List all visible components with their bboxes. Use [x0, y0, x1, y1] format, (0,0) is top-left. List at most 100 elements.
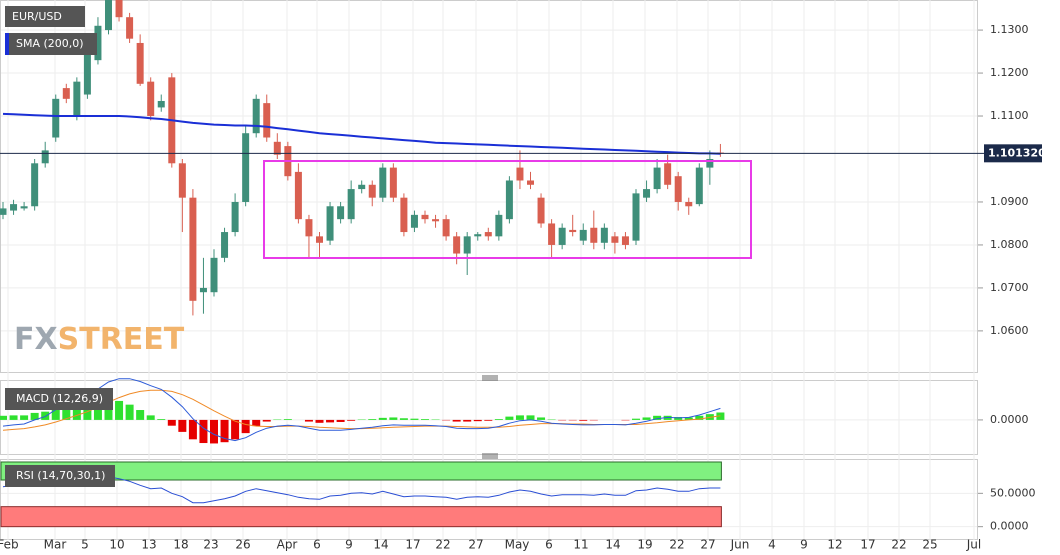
macd-histogram-bar — [178, 419, 187, 432]
legend-box[interactable] — [5, 33, 97, 55]
candle-body — [537, 197, 545, 224]
candle-body — [442, 219, 450, 237]
overbought-band — [0, 461, 722, 481]
x-tick-label: 27 — [468, 538, 483, 552]
macd-histogram-bar — [653, 415, 662, 420]
x-tick-label: Mar — [44, 538, 67, 552]
candle-body — [632, 193, 640, 241]
candle-body — [590, 227, 598, 243]
macd-histogram-bar — [421, 419, 429, 420]
candle-body — [569, 229, 577, 233]
x-tick-label: 17 — [405, 538, 420, 552]
y-tick-label: 50.0000 — [990, 486, 1036, 499]
candle-body — [558, 227, 566, 245]
macd-histogram-bar — [642, 417, 651, 420]
y-tick-label: 1.0700 — [990, 281, 1029, 294]
candle-body — [421, 214, 429, 220]
x-tick-label: 14 — [373, 538, 388, 552]
candle-body — [706, 158, 714, 168]
macd-histogram-bar — [399, 418, 408, 420]
legend-swatch — [5, 33, 9, 55]
y-tick-label: 1.0600 — [990, 324, 1029, 337]
candle-body — [10, 204, 18, 211]
candle-body — [316, 236, 323, 243]
candle-body — [178, 163, 186, 198]
candle-body — [674, 176, 682, 202]
x-tick-label: 17 — [860, 538, 875, 552]
macd-histogram-bar — [494, 419, 503, 420]
candle-body — [231, 201, 239, 233]
x-tick-label: 5 — [81, 538, 89, 552]
candles — [0, 0, 724, 316]
legend-box[interactable] — [5, 388, 113, 410]
legend-entry: SMA (200,0) — [16, 37, 84, 50]
x-tick-label: 12 — [827, 538, 842, 552]
macd-histogram-bar — [136, 410, 145, 420]
macd-histogram-bar — [188, 419, 197, 440]
candle-body — [337, 206, 345, 220]
x-tick-label: May — [505, 538, 530, 552]
candle-body — [94, 25, 102, 61]
macd-histogram-bar — [262, 419, 271, 422]
macd-histogram-bar — [30, 412, 39, 420]
candle-body — [653, 167, 661, 190]
x-tick-label: 13 — [141, 538, 156, 552]
y-tick-label: 1.1200 — [990, 66, 1029, 79]
macd-histogram-bar — [684, 417, 693, 420]
x-tick-label: 6 — [313, 538, 321, 552]
macd-histogram-bar — [304, 419, 313, 422]
x-tick-label: 10 — [109, 538, 124, 552]
x-tick-label: 27 — [700, 538, 715, 552]
macd-histogram-bar — [326, 419, 335, 423]
candle-body — [368, 184, 376, 198]
macd-histogram-bar — [473, 419, 482, 422]
candle-body — [453, 236, 461, 254]
x-tick-label: 19 — [637, 538, 652, 552]
candle-body — [527, 180, 534, 185]
watermark-part: STREET — [58, 322, 185, 357]
macd-histogram-bar — [463, 419, 472, 422]
macd-histogram-bar — [41, 411, 50, 420]
macd-histogram-bar — [252, 419, 261, 427]
x-tick-label: Jul — [966, 538, 981, 552]
x-tick-label: 22 — [891, 538, 906, 552]
macd-histogram-bar — [336, 419, 345, 422]
x-tick-label: 14 — [605, 538, 620, 552]
panel-handle[interactable] — [482, 453, 498, 459]
macd-histogram-bar — [241, 419, 250, 434]
candle-body — [474, 234, 482, 237]
candle-body — [221, 232, 229, 258]
candle-body — [263, 103, 271, 138]
legend-box[interactable] — [5, 6, 85, 27]
candle-body — [358, 184, 366, 190]
x-tick-label: Feb — [0, 538, 19, 552]
candle-body — [189, 197, 197, 301]
macd-histogram-bar — [62, 406, 71, 420]
macd-histogram-bar — [9, 415, 18, 420]
candle-body — [379, 167, 387, 198]
macd-histogram-bar — [51, 407, 60, 420]
macd-histogram-bar — [210, 419, 218, 444]
candle-body — [432, 219, 440, 222]
panel-handle[interactable] — [482, 375, 498, 381]
candle-body — [621, 236, 629, 245]
macd-histogram-bar — [537, 417, 546, 420]
macd-histogram-bar — [125, 404, 134, 420]
candle-body — [62, 88, 70, 99]
legend-box[interactable] — [5, 465, 115, 487]
candle-body — [685, 201, 693, 207]
candle-body — [126, 17, 134, 39]
candle-body — [105, 0, 112, 31]
candle-body — [664, 163, 672, 185]
candle-body — [83, 51, 91, 95]
candle-body — [136, 42, 144, 84]
macd-histogram-bar — [146, 415, 155, 420]
rsi-line — [2, 476, 721, 504]
macd-histogram-bar — [378, 417, 387, 420]
macd-histogram-bar — [389, 417, 398, 420]
candle-body — [695, 167, 703, 205]
candle-body — [252, 98, 260, 134]
last-price-label: 1.101320 — [988, 146, 1046, 159]
macd-histogram-bar — [452, 419, 461, 422]
macd-histogram-bar — [632, 418, 640, 420]
